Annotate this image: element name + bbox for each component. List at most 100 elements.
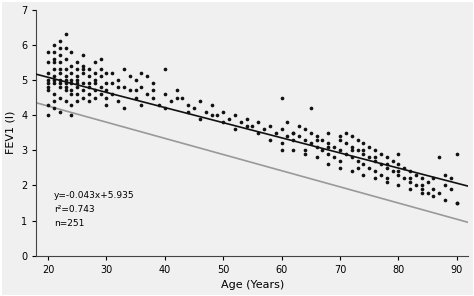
Point <box>50 92 58 96</box>
Point <box>348 155 356 160</box>
Point <box>360 173 367 177</box>
Point <box>103 102 110 107</box>
Point <box>62 88 69 93</box>
Point <box>109 70 116 75</box>
Point <box>79 63 87 68</box>
Point <box>313 144 320 149</box>
Point <box>406 176 414 181</box>
Point <box>453 152 461 156</box>
Point <box>73 92 81 96</box>
Point <box>325 130 332 135</box>
Point <box>325 152 332 156</box>
Point <box>266 137 273 142</box>
Point <box>418 187 426 192</box>
Point <box>330 155 338 160</box>
Point <box>319 137 326 142</box>
Point <box>342 130 350 135</box>
Point <box>62 57 69 61</box>
Point <box>219 120 227 125</box>
Point <box>394 152 402 156</box>
Point <box>348 134 356 139</box>
Text: r²=0.743: r²=0.743 <box>54 205 94 214</box>
Point <box>441 197 449 202</box>
Point <box>260 127 268 131</box>
Point <box>348 144 356 149</box>
Point <box>190 106 198 110</box>
Point <box>365 155 373 160</box>
Point <box>44 81 52 86</box>
Point <box>225 116 233 121</box>
Point <box>44 78 52 82</box>
Point <box>394 162 402 167</box>
Point <box>56 85 64 89</box>
Point <box>56 70 64 75</box>
Point <box>85 67 93 72</box>
Point <box>149 81 157 86</box>
Point <box>377 152 385 156</box>
Point <box>424 190 431 195</box>
Point <box>243 116 250 121</box>
Point <box>412 183 419 188</box>
Point <box>120 67 128 72</box>
Point <box>137 70 145 75</box>
Point <box>97 74 104 79</box>
Point <box>62 81 69 86</box>
Point <box>429 187 437 192</box>
Point <box>383 165 391 170</box>
Point <box>85 85 93 89</box>
Point <box>91 88 99 93</box>
Y-axis label: FEV1 (l): FEV1 (l) <box>6 111 16 155</box>
Point <box>91 81 99 86</box>
Point <box>196 99 204 103</box>
Point <box>394 183 402 188</box>
Point <box>132 88 139 93</box>
Point <box>354 158 361 163</box>
Point <box>342 141 350 146</box>
Point <box>255 130 262 135</box>
Point <box>319 148 326 153</box>
Point <box>126 74 134 79</box>
Point <box>184 102 192 107</box>
Point <box>120 85 128 89</box>
Point <box>73 85 81 89</box>
Point <box>272 130 280 135</box>
Point <box>44 60 52 65</box>
Point <box>383 176 391 181</box>
Point <box>179 95 186 100</box>
Point <box>50 74 58 79</box>
Point <box>336 137 344 142</box>
Point <box>68 88 75 93</box>
Point <box>50 57 58 61</box>
Point <box>44 102 52 107</box>
Point <box>313 137 320 142</box>
Point <box>103 70 110 75</box>
Point <box>348 148 356 153</box>
Point <box>406 187 414 192</box>
Point <box>50 60 58 65</box>
Point <box>161 92 169 96</box>
Point <box>85 74 93 79</box>
Point <box>137 102 145 107</box>
Point <box>441 183 449 188</box>
Point <box>424 180 431 184</box>
Point <box>68 81 75 86</box>
Point <box>208 102 215 107</box>
Point <box>394 169 402 174</box>
Point <box>149 88 157 93</box>
Point <box>377 173 385 177</box>
Point <box>79 95 87 100</box>
Point <box>290 130 297 135</box>
Point <box>155 102 163 107</box>
Point <box>73 67 81 72</box>
Point <box>283 134 291 139</box>
Point <box>301 148 309 153</box>
Point <box>62 78 69 82</box>
Point <box>219 109 227 114</box>
Point <box>325 141 332 146</box>
Point <box>301 127 309 131</box>
Point <box>44 70 52 75</box>
Point <box>295 123 303 128</box>
Point <box>44 113 52 118</box>
Point <box>371 158 379 163</box>
Point <box>62 85 69 89</box>
